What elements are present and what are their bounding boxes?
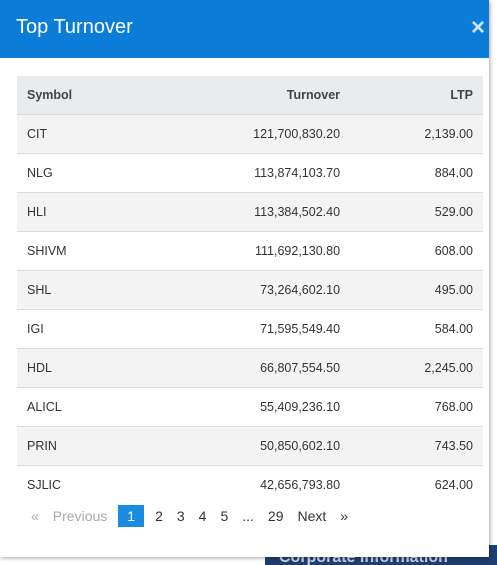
table-cell: 71,595,549.40 [143, 309, 351, 349]
table-row: SJLIC 42,656,793.80 624.00 [17, 465, 483, 504]
table-cell: 529.00 [350, 192, 483, 232]
page-link[interactable]: ... [242, 508, 254, 524]
table-cell: SHL [17, 270, 144, 310]
column-header[interactable]: Symbol [17, 76, 144, 115]
table-cell: HDL [17, 348, 144, 388]
table-row: NLG 113,874,103.70 884.00 [17, 153, 483, 193]
table-cell: 111,692,130.80 [143, 231, 351, 271]
table-cell: 495.00 [350, 270, 483, 310]
modal-header: Top Turnover × [0, 0, 489, 58]
table-cell: 2,245.00 [350, 348, 483, 388]
table-cell: 743.50 [350, 426, 483, 466]
table-cell: 121,700,830.20 [143, 114, 351, 154]
table-cell: HLI [17, 192, 144, 232]
page-link[interactable]: 4 [198, 508, 207, 524]
table-cell: 2,139.00 [350, 114, 483, 154]
table-cell: ALICL [17, 387, 144, 427]
table-row: HLI 113,384,502.40 529.00 [17, 192, 483, 232]
table-row: PRIN 50,850,602.10 743.50 [17, 426, 483, 466]
modal-title: Top Turnover [16, 16, 133, 38]
turnover-table: Symbol Turnover LTP CIT 121,700,830.20 2,139… [17, 76, 483, 504]
previous-page: Previous [52, 508, 108, 524]
table-cell: NLG [17, 153, 144, 193]
header-row: Symbol Turnover LTP [17, 76, 483, 115]
table-cell: 55,409,236.10 [143, 387, 351, 427]
table-cell: IGI [17, 309, 144, 349]
close-button[interactable]: × [470, 14, 485, 41]
page-link[interactable]: 1 [118, 505, 145, 527]
table-cell: 113,874,103.70 [143, 153, 351, 193]
table-cell: SJLIC [17, 465, 144, 504]
table-cell: PRIN [17, 426, 144, 466]
table-cell: 42,656,793.80 [143, 465, 351, 504]
table-cell: 608.00 [350, 231, 483, 271]
page-link[interactable]: 29 [267, 508, 284, 524]
last-page[interactable]: » [340, 508, 349, 524]
next-page[interactable]: Next [297, 508, 327, 524]
table-row: SHIVM 111,692,130.80 608.00 [17, 231, 483, 271]
table-cell: 884.00 [350, 153, 483, 193]
table-cell: CIT [17, 114, 144, 154]
table-row: ALICL 55,409,236.10 768.00 [17, 387, 483, 427]
table-cell: 624.00 [350, 465, 483, 504]
page-link[interactable]: 2 [155, 508, 163, 524]
table-cell: 584.00 [350, 309, 483, 349]
column-header[interactable]: LTP [350, 76, 483, 115]
table-row: SHL 73,264,602.10 495.00 [17, 270, 483, 310]
table-cell: 113,384,502.40 [143, 192, 351, 232]
column-header[interactable]: Turnover [143, 76, 351, 115]
table-row: CIT 121,700,830.20 2,139.00 [17, 114, 483, 154]
table-cell: 50,850,602.10 [143, 426, 351, 466]
pagination: « Previous 1 2 3 4 5... 29 Next » [24, 505, 355, 527]
page-link[interactable]: 5 [220, 508, 229, 524]
table-cell: 66,807,554.50 [143, 348, 351, 388]
page-link[interactable]: 3 [176, 508, 185, 524]
table-cell: 768.00 [350, 387, 483, 427]
table-row: HDL 66,807,554.50 2,245.00 [17, 348, 483, 388]
table-row: IGI 71,595,549.40 584.00 [17, 309, 483, 349]
table-cell: SHIVM [17, 231, 144, 271]
first-page: « [31, 508, 39, 524]
modal: Top Turnover × Symbol Turnover LTP CIT 121,… [0, 0, 489, 527]
table-cell: 73,264,602.10 [143, 270, 351, 310]
